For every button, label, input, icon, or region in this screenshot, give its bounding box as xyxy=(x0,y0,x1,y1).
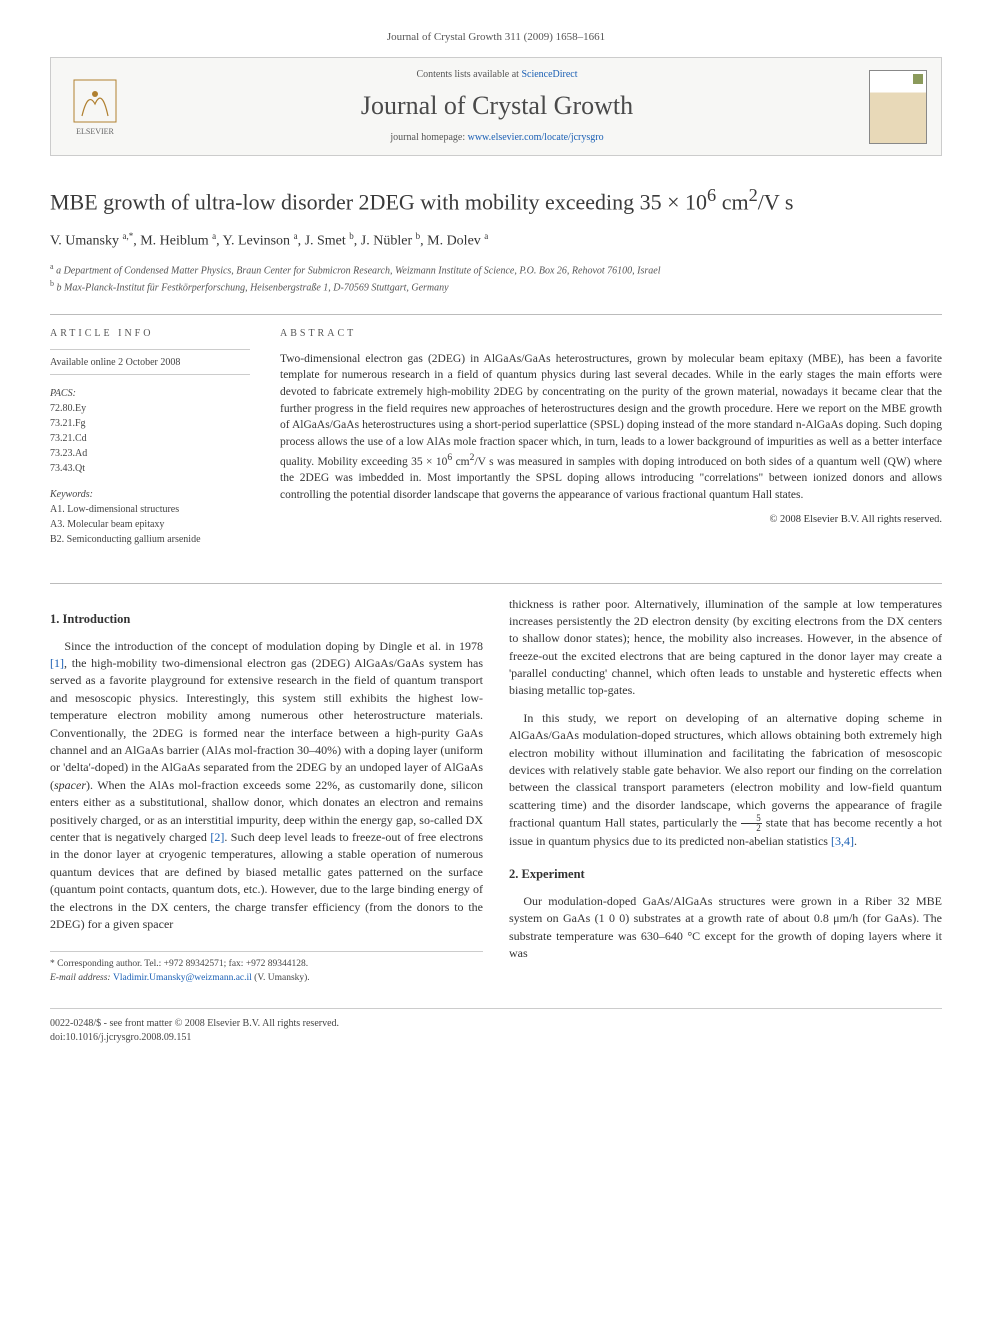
pacs-block: PACS: 72.80.Ey 73.21.Fg 73.21.Cd 73.23.A… xyxy=(50,387,250,476)
available-block: Available online 2 October 2008 xyxy=(50,349,250,375)
running-head: Journal of Crystal Growth 311 (2009) 165… xyxy=(50,30,942,45)
elsevier-label: ELSEVIER xyxy=(76,126,114,137)
corresponding-author-note: * Corresponding author. Tel.: +972 89342… xyxy=(50,951,483,986)
intro-heading: 1. Introduction xyxy=(50,610,483,628)
pacs-0: 72.80.Ey xyxy=(50,402,250,416)
pacs-label: PACS: xyxy=(50,387,250,401)
issn-line: 0022-0248/$ - see front matter © 2008 El… xyxy=(50,1017,339,1031)
info-abstract-row: ARTICLE INFO Available online 2 October … xyxy=(50,327,942,559)
doi-line: doi:10.1016/j.jcrysgro.2008.09.151 xyxy=(50,1031,339,1045)
available-online: Available online 2 October 2008 xyxy=(50,356,250,370)
keyword-2: B2. Semiconducting gallium arsenide xyxy=(50,533,250,547)
homepage-link[interactable]: www.elsevier.com/locate/jcrysgro xyxy=(468,132,604,143)
banner-center: Contents lists available at ScienceDirec… xyxy=(139,68,855,144)
abstract-text: Two-dimensional electron gas (2DEG) in A… xyxy=(280,351,942,504)
pacs-1: 73.21.Fg xyxy=(50,417,250,431)
pacs-2: 73.21.Cd xyxy=(50,432,250,446)
abstract-heading: ABSTRACT xyxy=(280,327,942,341)
footer-left: 0022-0248/$ - see front matter © 2008 El… xyxy=(50,1017,339,1045)
corr-email-suffix: (V. Umansky). xyxy=(254,973,310,983)
pacs-4: 73.43.Qt xyxy=(50,462,250,476)
pacs-3: 73.23.Ad xyxy=(50,447,250,461)
email-label: E-mail address: xyxy=(50,973,113,983)
abstract-copyright: © 2008 Elsevier B.V. All rights reserved… xyxy=(280,513,942,528)
page-footer: 0022-0248/$ - see front matter © 2008 El… xyxy=(50,1008,942,1045)
authors: V. Umansky a,*, M. Heiblum a, Y. Levinso… xyxy=(50,230,942,251)
keywords-label: Keywords: xyxy=(50,488,250,502)
sciencedirect-link[interactable]: ScienceDirect xyxy=(521,69,577,80)
article-info: ARTICLE INFO Available online 2 October … xyxy=(50,327,250,559)
intro-p1: Since the introduction of the concept of… xyxy=(50,638,483,934)
journal-name: Journal of Crystal Growth xyxy=(139,88,855,124)
affiliation-b: b b Max-Planck-Institut für Festkörperfo… xyxy=(50,278,942,295)
affil-a-text: a Department of Condensed Matter Physics… xyxy=(56,265,660,276)
exp-p1: Our modulation-doped GaAs/AlGaAs structu… xyxy=(509,893,942,963)
elsevier-logo: ELSEVIER xyxy=(65,73,125,141)
intro-p2: thickness is rather poor. Alternatively,… xyxy=(509,596,942,700)
body-columns: 1. Introduction Since the introduction o… xyxy=(50,596,942,986)
article-info-heading: ARTICLE INFO xyxy=(50,327,250,341)
journal-cover-thumbnail xyxy=(869,70,927,144)
affiliations: a a Department of Condensed Matter Physi… xyxy=(50,261,942,296)
keywords-block: Keywords: A1. Low-dimensional structures… xyxy=(50,488,250,547)
article-title: MBE growth of ultra-low disorder 2DEG wi… xyxy=(50,184,942,216)
divider xyxy=(50,314,942,315)
affil-b-text: b Max-Planck-Institut für Festkörperfors… xyxy=(57,283,449,294)
corr-email-link[interactable]: Vladimir.Umansky@weizmann.ac.il xyxy=(113,973,252,983)
divider-2 xyxy=(50,583,942,584)
experiment-heading: 2. Experiment xyxy=(509,865,942,883)
journal-banner: ELSEVIER Contents lists available at Sci… xyxy=(50,57,942,155)
intro-p3: In this study, we report on developing o… xyxy=(509,710,942,851)
keyword-1: A3. Molecular beam epitaxy xyxy=(50,518,250,532)
homepage-prefix: journal homepage: xyxy=(390,132,467,143)
keyword-0: A1. Low-dimensional structures xyxy=(50,503,250,517)
abstract-column: ABSTRACT Two-dimensional electron gas (2… xyxy=(280,327,942,559)
homepage-line: journal homepage: www.elsevier.com/locat… xyxy=(139,131,855,145)
corr-label: * Corresponding author. Tel.: +972 89342… xyxy=(50,958,483,972)
contents-line: Contents lists available at ScienceDirec… xyxy=(139,68,855,82)
affiliation-a: a a Department of Condensed Matter Physi… xyxy=(50,261,942,278)
contents-prefix: Contents lists available at xyxy=(416,69,521,80)
